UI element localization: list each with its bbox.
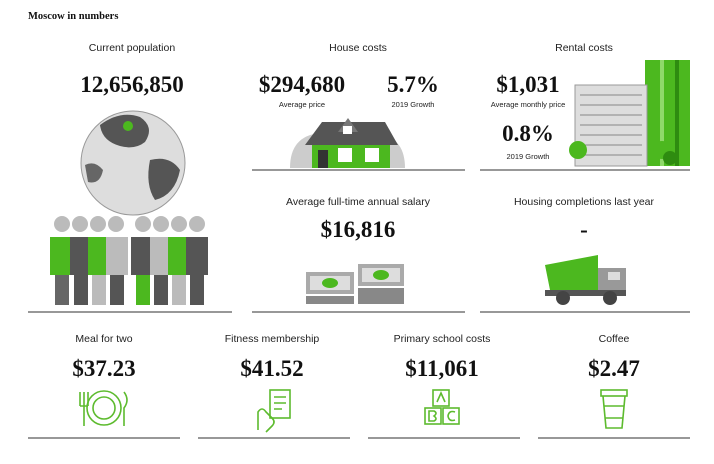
blocks-icon: [424, 389, 460, 425]
people-icon-part: [135, 216, 151, 232]
people-icon: [50, 216, 208, 305]
globe-icon: [80, 110, 186, 216]
people-icon-part: [186, 237, 208, 275]
panel-value: 0.8%: [502, 121, 554, 146]
truck-icon-part: [556, 291, 570, 305]
buildings-icon: [569, 60, 690, 167]
house-icon-part: [338, 148, 352, 162]
buildings-icon-part: [580, 94, 642, 156]
people-icon-part: [189, 216, 205, 232]
coffee-icon-part: [602, 395, 626, 429]
buildings-icon-part: [663, 151, 677, 165]
cost-label: Fitness membership: [225, 333, 320, 345]
buildings-icon-part: [569, 141, 587, 159]
house-icon-part: [365, 148, 379, 162]
money-icon-part: [322, 278, 338, 288]
truck-icon: [545, 255, 626, 305]
globe-icon-part: [123, 121, 133, 131]
people-icon-part: [54, 216, 70, 232]
house-icon: [290, 118, 405, 168]
value-caption: Average monthly price: [491, 100, 565, 109]
people-icon-part: [153, 216, 169, 232]
people-icon-part: [108, 216, 124, 232]
house-icon-part: [318, 150, 328, 168]
panel-value: $294,680: [259, 72, 345, 97]
people-icon-part: [136, 275, 150, 305]
buildings-icon-part: [675, 60, 679, 166]
people-icon-part: [70, 237, 92, 275]
cost-value: $11,061: [405, 356, 478, 381]
meal-icon-part: [79, 391, 128, 426]
people-icon-part: [74, 275, 88, 305]
panel-label: Current population: [89, 42, 176, 54]
receipt-icon-part: [257, 408, 275, 433]
people-icon-part: [190, 275, 204, 305]
money-icon-part: [373, 270, 389, 280]
globe-icon-part: [148, 158, 180, 200]
panel-label: House costs: [329, 42, 387, 54]
meal-icon-part: [86, 390, 122, 426]
panel-label: Housing completions last year: [514, 196, 655, 208]
value-caption: 2019 Growth: [392, 100, 435, 109]
blocks-icon-part: [428, 391, 456, 422]
money-icon-part: [306, 296, 354, 304]
buildings-icon-part: [660, 60, 664, 166]
panel-value: 12,656,850: [80, 72, 184, 97]
blocks-icon-part: [424, 407, 442, 425]
receipt-icon-part: [274, 396, 286, 410]
people-icon-part: [55, 275, 69, 305]
money-icon: [306, 264, 404, 304]
coffee-icon-part: [600, 389, 628, 397]
people-icon-part: [154, 275, 168, 305]
money-icon-part: [358, 288, 404, 304]
value-caption: 2019 Growth: [507, 152, 550, 161]
truck-icon-part: [545, 290, 626, 296]
cost-value: $2.47: [588, 356, 640, 381]
coffee-icon: [600, 389, 628, 429]
people-icon-part: [90, 216, 106, 232]
globe-icon-part: [100, 114, 149, 148]
people-icon-part: [92, 275, 106, 305]
panel-value: $1,031: [496, 72, 559, 97]
globe-icon-part: [85, 163, 103, 183]
cost-value: $41.52: [240, 356, 303, 381]
people-icon-part: [172, 275, 186, 305]
meal-icon: [79, 390, 128, 426]
truck-icon-part: [603, 291, 617, 305]
cost-label: Primary school costs: [394, 333, 491, 345]
panel-value: $16,816: [321, 217, 396, 242]
people-icon-part: [106, 237, 128, 275]
page-title: Moscow in numbers: [28, 11, 118, 22]
blocks-icon-part: [442, 407, 460, 425]
cost-label: Coffee: [599, 333, 630, 345]
truck-icon-part: [608, 272, 620, 280]
receipt-icon: [257, 389, 291, 433]
cost-value: $37.23: [72, 356, 135, 381]
panel-label: Average full-time annual salary: [286, 196, 431, 208]
people-icon-part: [88, 237, 110, 275]
panel-value: -: [580, 217, 588, 242]
people-icon-part: [168, 237, 190, 275]
value-caption: Average price: [279, 100, 325, 109]
meal-icon-part: [92, 396, 116, 420]
truck-icon-part: [545, 255, 598, 290]
blocks-icon-part: [432, 389, 450, 407]
panel-label: Rental costs: [555, 42, 613, 54]
receipt-icon-part: [269, 389, 291, 419]
panel-value: 5.7%: [387, 72, 439, 97]
people-icon-part: [171, 216, 187, 232]
cost-label: Meal for two: [75, 333, 132, 345]
people-icon-part: [150, 237, 172, 275]
people-icon-part: [110, 275, 124, 305]
people-icon-part: [72, 216, 88, 232]
house-icon-part: [343, 126, 352, 134]
